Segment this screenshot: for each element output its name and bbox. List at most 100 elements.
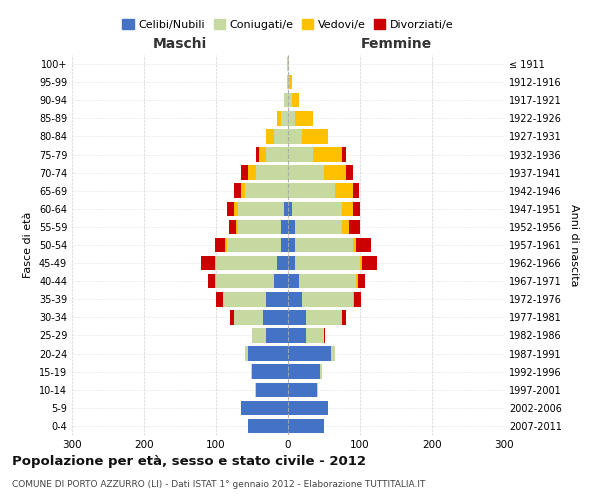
Bar: [302, 292, 353, 306]
Bar: [288, 166, 324, 180]
Bar: [295, 238, 353, 252]
Bar: [216, 274, 274, 288]
Bar: [289, 75, 292, 90]
Bar: [349, 220, 360, 234]
Bar: [245, 184, 288, 198]
Bar: [263, 310, 288, 324]
Bar: [324, 328, 325, 342]
Bar: [252, 328, 266, 342]
Bar: [277, 256, 288, 270]
Bar: [358, 274, 365, 288]
Bar: [281, 111, 288, 126]
Bar: [215, 274, 216, 288]
Bar: [234, 184, 241, 198]
Bar: [295, 111, 313, 126]
Bar: [287, 57, 288, 72]
Bar: [256, 166, 288, 180]
Bar: [259, 148, 266, 162]
Bar: [234, 310, 263, 324]
Bar: [281, 238, 288, 252]
Bar: [288, 75, 289, 90]
Bar: [288, 129, 302, 144]
Bar: [266, 328, 288, 342]
Bar: [288, 220, 295, 234]
Bar: [255, 382, 256, 397]
Bar: [320, 364, 322, 379]
Bar: [252, 364, 288, 379]
Text: Femmine: Femmine: [361, 38, 431, 52]
Bar: [288, 274, 299, 288]
Text: COMUNE DI PORTO AZZURRO (LI) - Dati ISTAT 1° gennaio 2012 - Elaborazione TUTTITA: COMUNE DI PORTO AZZURRO (LI) - Dati ISTA…: [12, 480, 425, 489]
Bar: [288, 111, 295, 126]
Bar: [284, 202, 288, 216]
Bar: [241, 166, 248, 180]
Bar: [281, 220, 288, 234]
Bar: [251, 364, 252, 379]
Bar: [288, 202, 292, 216]
Bar: [362, 256, 377, 270]
Y-axis label: Fasce di età: Fasce di età: [23, 212, 33, 278]
Bar: [288, 382, 317, 397]
Bar: [227, 202, 234, 216]
Bar: [238, 202, 284, 216]
Bar: [342, 148, 346, 162]
Bar: [215, 256, 216, 270]
Bar: [274, 274, 288, 288]
Bar: [215, 238, 226, 252]
Bar: [353, 184, 359, 198]
Bar: [284, 93, 288, 108]
Bar: [324, 166, 346, 180]
Bar: [353, 202, 360, 216]
Bar: [216, 292, 223, 306]
Bar: [287, 75, 288, 90]
Bar: [306, 328, 324, 342]
Bar: [288, 310, 306, 324]
Bar: [248, 346, 288, 361]
Bar: [266, 129, 274, 144]
Bar: [274, 129, 288, 144]
Text: Popolazione per età, sesso e stato civile - 2012: Popolazione per età, sesso e stato civil…: [12, 455, 366, 468]
Bar: [292, 202, 342, 216]
Bar: [256, 382, 288, 397]
Bar: [227, 238, 281, 252]
Bar: [360, 256, 362, 270]
Bar: [288, 328, 306, 342]
Y-axis label: Anni di nascita: Anni di nascita: [569, 204, 578, 286]
Bar: [230, 310, 234, 324]
Bar: [245, 346, 248, 361]
Bar: [295, 256, 360, 270]
Bar: [288, 364, 320, 379]
Bar: [356, 274, 358, 288]
Bar: [288, 93, 292, 108]
Bar: [288, 256, 295, 270]
Bar: [277, 111, 281, 126]
Bar: [342, 220, 349, 234]
Bar: [302, 129, 328, 144]
Bar: [266, 148, 288, 162]
Bar: [292, 93, 299, 108]
Bar: [313, 148, 342, 162]
Bar: [266, 292, 288, 306]
Bar: [234, 202, 238, 216]
Bar: [356, 238, 371, 252]
Bar: [208, 274, 215, 288]
Bar: [342, 310, 346, 324]
Bar: [241, 400, 288, 415]
Bar: [216, 256, 277, 270]
Bar: [238, 220, 281, 234]
Bar: [288, 238, 295, 252]
Bar: [288, 184, 335, 198]
Bar: [288, 346, 331, 361]
Bar: [299, 274, 356, 288]
Bar: [288, 292, 302, 306]
Bar: [236, 220, 238, 234]
Bar: [201, 256, 215, 270]
Legend: Celibi/Nubili, Coniugati/e, Vedovi/e, Divorziati/e: Celibi/Nubili, Coniugati/e, Vedovi/e, Di…: [118, 15, 458, 34]
Bar: [295, 220, 342, 234]
Bar: [288, 57, 289, 72]
Bar: [353, 238, 356, 252]
Bar: [256, 148, 259, 162]
Bar: [331, 346, 335, 361]
Bar: [353, 292, 361, 306]
Bar: [288, 418, 324, 433]
